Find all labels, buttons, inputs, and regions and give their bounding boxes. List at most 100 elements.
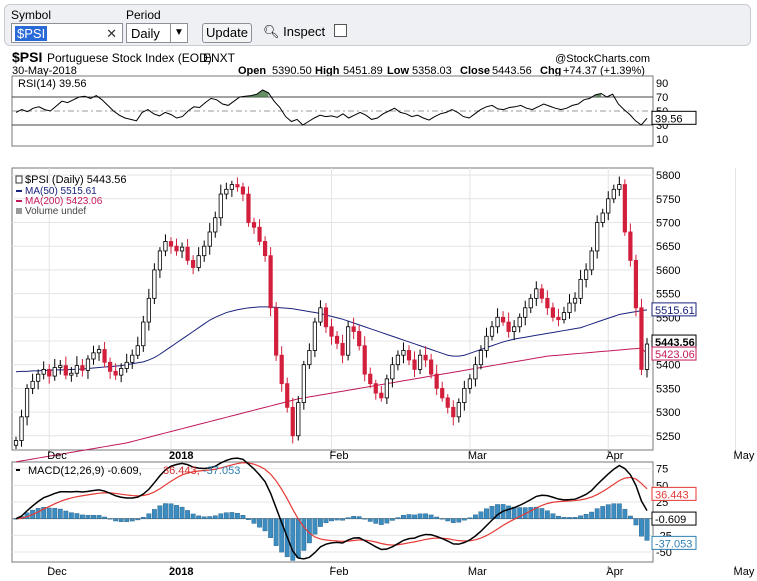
ma50-last-value-text: 5515.61	[655, 305, 695, 317]
macd-histogram-bar	[157, 505, 163, 519]
chart-exchange: ENXT	[203, 51, 236, 65]
ma50-last-value: 5515.61	[651, 302, 697, 317]
candle-body	[357, 331, 362, 347]
clear-icon[interactable]: ✕	[106, 26, 117, 41]
macd-histogram-bar	[279, 518, 285, 553]
candle-body	[80, 365, 85, 371]
macd-title: MACD(12,26,9) -0.609, 36.443, -37.053	[28, 465, 240, 477]
macd-histogram-bar	[52, 508, 58, 519]
macd-histogram-bar	[196, 515, 202, 519]
macd-histogram-bar	[345, 517, 351, 519]
macd-histogram-bar	[63, 510, 69, 519]
macd-x-label: 2018	[169, 566, 193, 578]
update-button[interactable]: Update	[202, 23, 252, 43]
macd-histogram-bar	[567, 517, 572, 519]
inspect-checkbox[interactable]	[333, 24, 347, 37]
macd-tick-label: 75	[656, 464, 668, 476]
macd-signal-last-value-text: 36.443	[655, 489, 689, 501]
candle-body	[19, 416, 24, 441]
symbol-label: Symbol	[11, 8, 52, 22]
macd-histogram-bar	[506, 505, 512, 519]
macd-histogram-bar	[456, 518, 462, 523]
candle-body	[572, 297, 578, 304]
macd-histogram-bar	[35, 508, 41, 519]
macd-histogram-bar	[401, 514, 406, 519]
candle-body	[274, 307, 279, 356]
chg-value: +74.37 (+1.39%)	[563, 65, 645, 77]
chevron-down-icon: ▼	[170, 24, 187, 42]
candle-body	[379, 392, 384, 399]
candle-body	[528, 297, 533, 309]
macd-histogram-bar	[80, 514, 85, 519]
macd-histogram-bar	[428, 514, 434, 519]
macd-histogram-bar	[351, 516, 357, 519]
price-panel-frame	[11, 167, 654, 451]
watermark-logo: @StockCharts.com	[555, 53, 650, 65]
macd-histogram-bar	[140, 517, 146, 519]
macd-histogram-bar	[118, 518, 124, 522]
price-tick-label: 5600	[656, 265, 680, 277]
candle-body	[523, 307, 528, 318]
symbol-input-value: $PSI	[15, 26, 48, 41]
candle-body	[107, 361, 113, 372]
candle-body	[595, 222, 600, 252]
symbol-input[interactable]: $PSI ✕	[11, 23, 123, 43]
chg-label: Chg	[540, 65, 561, 77]
candle-body	[512, 326, 517, 332]
macd-histogram-bar	[74, 513, 80, 519]
macd-histogram-bar	[257, 518, 262, 528]
candle-body	[24, 387, 30, 418]
candle-body	[417, 354, 423, 370]
macd-histogram-bar	[434, 516, 440, 519]
macd-histogram-bar	[290, 518, 296, 561]
macd-x-label: Dec	[47, 566, 67, 578]
macd-histogram-bar	[262, 518, 268, 532]
candle-body	[63, 365, 68, 376]
candle-body	[58, 365, 63, 368]
macd-signal-line	[15, 462, 648, 546]
macd-histogram-bar	[207, 516, 213, 519]
candle-body	[312, 321, 317, 351]
macd-histogram-bar	[489, 506, 495, 519]
rsi-line	[15, 89, 648, 126]
macd-x-label: Mar	[468, 566, 487, 578]
candle-body	[584, 269, 589, 280]
candle-body	[262, 241, 268, 257]
macd-histogram-bar	[362, 518, 368, 520]
candle-body	[85, 358, 91, 371]
macd-histogram-bar	[46, 507, 52, 519]
candle-body	[113, 370, 118, 376]
candle-body	[285, 383, 290, 408]
macd-histogram-bar	[223, 512, 229, 519]
rsi-panel-frame	[11, 75, 654, 147]
candle-body	[346, 326, 351, 356]
candle-body	[456, 402, 461, 418]
candle-body	[589, 250, 594, 271]
candle-body	[440, 387, 445, 399]
candle-body	[517, 316, 522, 328]
macd-histogram-bar	[107, 518, 113, 520]
candle-body	[36, 373, 41, 382]
macd-histogram-bar	[539, 508, 545, 519]
close-label: Close	[460, 65, 490, 77]
price-x-label: May	[734, 450, 755, 462]
candle-body	[124, 361, 129, 369]
macd-hist-last-value: -37.053	[651, 535, 697, 550]
macd-histogram-bar	[295, 518, 301, 558]
candle-body	[119, 368, 124, 376]
candle-body	[368, 373, 373, 385]
candle-body	[246, 193, 251, 223]
candle-body	[434, 373, 439, 389]
macd-tick-label: -50	[656, 547, 672, 559]
period-select[interactable]: Daily ▼	[126, 23, 188, 43]
candle-body	[196, 255, 201, 268]
inspect-toggle[interactable]: 🔍︎ Inspect	[263, 24, 347, 40]
candle-body	[478, 350, 484, 366]
macd-x-label: May	[734, 566, 755, 578]
macd-histogram-bar	[561, 517, 567, 519]
rsi-tick-label: 70	[656, 92, 668, 104]
candle-body	[30, 380, 35, 389]
candle-body	[202, 245, 207, 257]
macd-last-value-text: -0.609	[655, 514, 686, 526]
